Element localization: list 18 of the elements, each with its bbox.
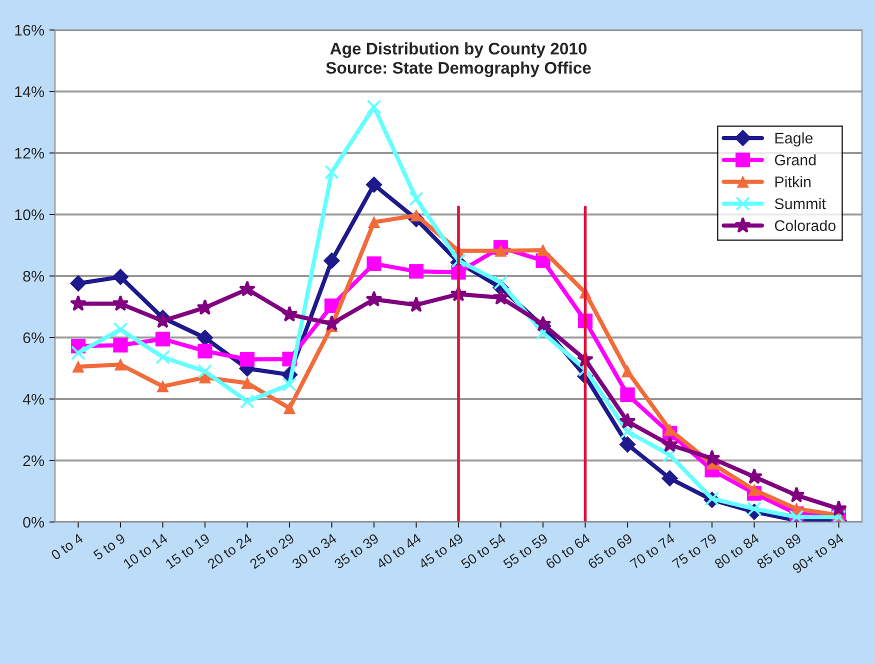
y-tick-label: 4%: [22, 394, 44, 405]
y-tick-label: 0%: [23, 516, 44, 528]
y-tick-label: 6%: [23, 332, 44, 344]
y-tick-label: 8%: [23, 270, 44, 282]
y-tick-label: 10%: [15, 209, 44, 220]
legend-label: Summit: [774, 198, 826, 210]
legend-label: Eagle: [775, 132, 813, 147]
legend-label: Colorado: [774, 220, 836, 232]
y-tick-label: 2%: [23, 455, 44, 466]
x-tick-label: 5 to 9: [92, 533, 126, 560]
text: Source: State Demography Office: [326, 62, 591, 78]
y-tick-label: 12%: [15, 148, 44, 159]
legend-label: Pitkin: [775, 176, 811, 188]
x-tick-label: 0 to 4: [50, 532, 84, 560]
legend-label: Grand: [774, 154, 816, 166]
y-tick-label: 14%: [15, 86, 44, 98]
text: Age Distribution by County 2010: [330, 42, 587, 58]
y-tick-label: 16%: [15, 24, 44, 36]
